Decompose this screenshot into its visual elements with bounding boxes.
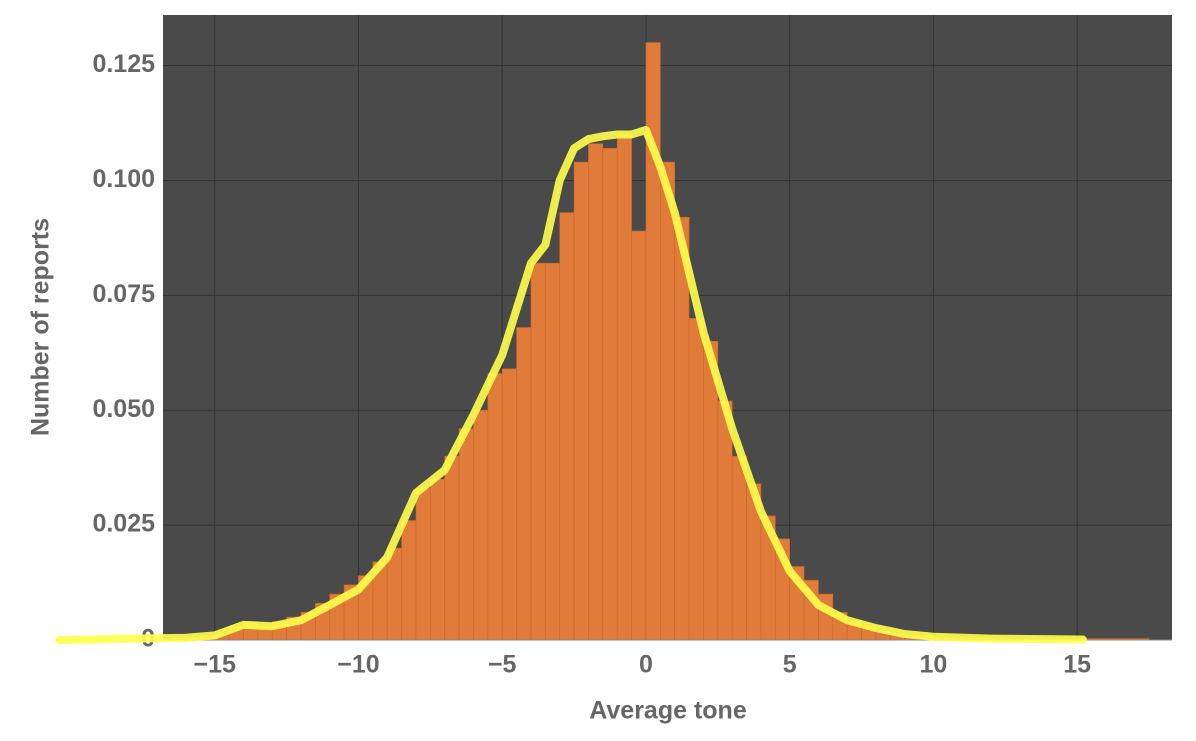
x-tick-label: 15	[1063, 651, 1091, 679]
bar	[458, 428, 474, 641]
y-tick-label: 0.025	[92, 510, 155, 538]
x-tick-label: 0	[639, 651, 653, 679]
density-curve	[55, 125, 1087, 644]
x-axis-label: Average tone	[589, 697, 747, 725]
bar	[444, 455, 460, 641]
x-tick-label: 5	[783, 651, 797, 679]
bar	[631, 230, 647, 641]
bar	[573, 161, 589, 641]
bar	[602, 147, 618, 641]
bar	[530, 262, 546, 641]
y-tick-label: 0.075	[92, 280, 155, 308]
x-tick-label: −5	[488, 651, 517, 679]
x-tick-label: −10	[337, 651, 379, 679]
bar	[674, 216, 690, 641]
y-tick-label: 0.100	[92, 165, 155, 193]
x-tick-label: −15	[194, 651, 237, 679]
bar	[415, 488, 431, 641]
bar	[386, 547, 402, 641]
bar	[545, 262, 561, 641]
bar	[501, 368, 517, 641]
bar	[516, 327, 532, 641]
bar	[731, 455, 747, 641]
x-tick-label: 10	[919, 651, 947, 679]
bar	[660, 161, 675, 641]
bar	[588, 143, 604, 641]
bar	[717, 400, 733, 641]
bar	[559, 212, 575, 641]
y-axis-label: Number of reports	[27, 218, 55, 436]
bar	[818, 593, 834, 641]
bar	[616, 134, 632, 641]
bar	[473, 409, 489, 641]
y-tick-label: 0.050	[92, 395, 155, 423]
bar	[688, 318, 704, 641]
bar	[430, 478, 446, 641]
bar	[401, 520, 417, 641]
y-tick-label: 0.125	[92, 50, 155, 78]
bar	[487, 373, 503, 641]
